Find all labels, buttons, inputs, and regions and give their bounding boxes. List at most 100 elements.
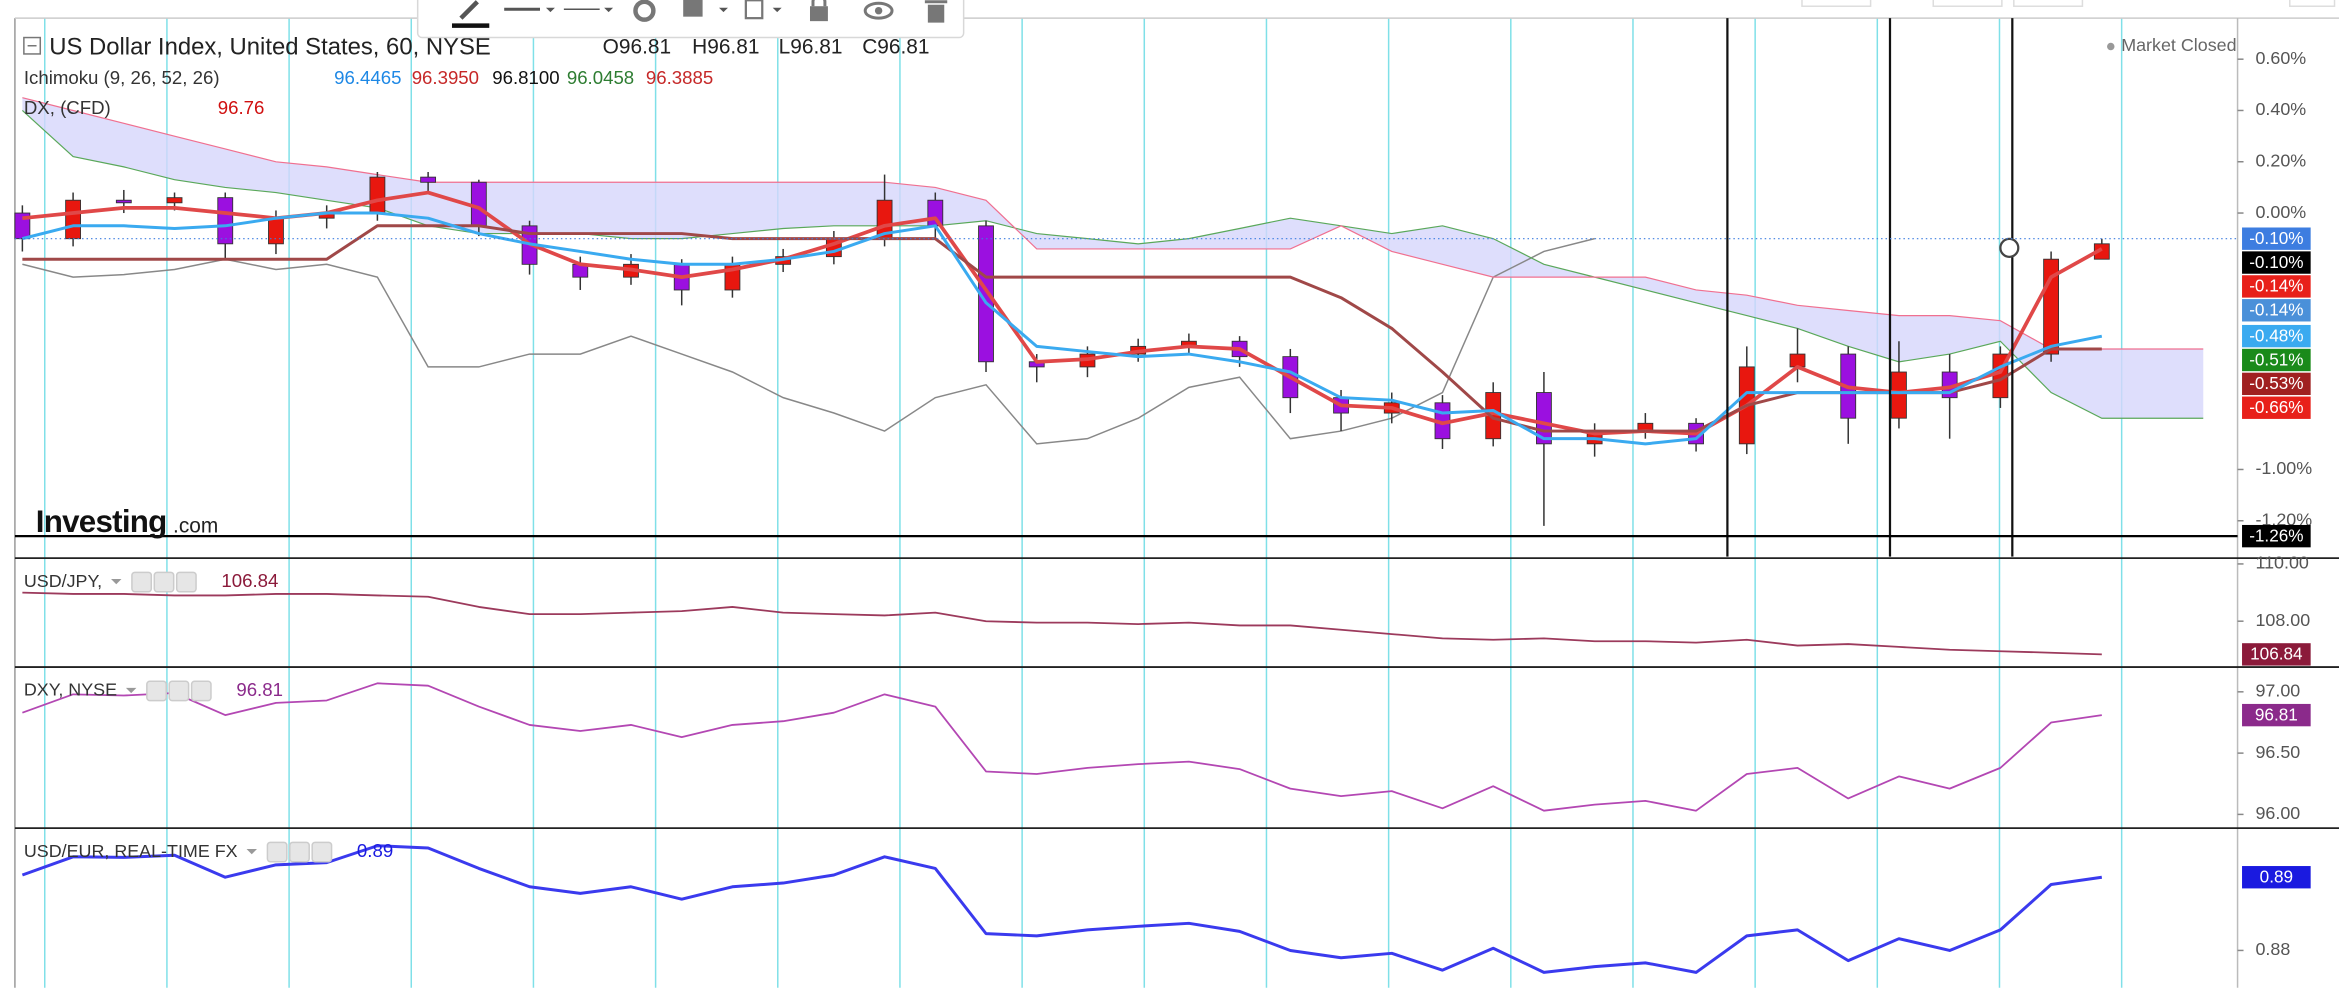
pane-button[interactable] xyxy=(146,680,167,702)
y-tick-label: 0.00% xyxy=(2255,202,2306,222)
indicator-value: 96.3885 xyxy=(646,67,713,88)
price-badge xyxy=(2242,524,2311,548)
tool-line-style[interactable] xyxy=(563,7,614,13)
pane-title: USD/EUR, REAL-TIME FX xyxy=(24,841,238,861)
overlay-name: DX, (CFD) xyxy=(24,97,111,118)
plot-layer xyxy=(14,18,2244,974)
price-badge-label: -0.66% xyxy=(2249,397,2303,417)
y-tick-label: -1.20% xyxy=(2255,509,2312,529)
pane-button[interactable] xyxy=(175,571,197,593)
top-tab[interactable] xyxy=(1801,0,1872,7)
price-badge xyxy=(2242,866,2311,889)
tool-lock[interactable] xyxy=(809,0,828,22)
y-tick-label: 110.00 xyxy=(2255,553,2308,573)
line xyxy=(22,190,2103,436)
price-badge xyxy=(2242,643,2311,666)
tool-copy[interactable] xyxy=(744,0,782,20)
price-badge xyxy=(2242,372,2311,396)
marker-circle xyxy=(1999,237,2020,258)
line xyxy=(22,224,2102,433)
y-tick-label: -1.00% xyxy=(2255,458,2312,478)
candle-body xyxy=(1891,371,1907,419)
pane-last-value: 106.84 xyxy=(221,570,278,591)
candle-body xyxy=(1789,353,1806,368)
price-badge-label: -0.53% xyxy=(2249,373,2303,393)
tool-clone[interactable] xyxy=(683,0,728,17)
pane-button[interactable] xyxy=(153,571,175,593)
pane-last-value: 0.89 xyxy=(357,840,393,861)
ohlc-low: L96.81 xyxy=(779,36,843,59)
price-badge xyxy=(2242,251,2311,274)
price-badge xyxy=(2242,299,2311,322)
ohlc-high: H96.81 xyxy=(692,36,759,59)
tool-visibility[interactable] xyxy=(863,1,894,20)
line xyxy=(21,844,2103,974)
status-dot xyxy=(2107,42,2115,51)
price-badge-label: 96.81 xyxy=(2255,704,2298,724)
line xyxy=(21,110,2204,419)
pane-button[interactable] xyxy=(311,841,333,863)
pane-button[interactable] xyxy=(289,841,310,863)
ohlc-open: O96.81 xyxy=(603,36,671,59)
y-tick-label: 97.00 xyxy=(2255,681,2300,701)
y-tick-label: 0.40% xyxy=(2255,99,2306,119)
price-badge-label: -0.10% xyxy=(2249,228,2303,248)
pane-button[interactable] xyxy=(266,841,288,863)
logo: Investing xyxy=(36,504,167,539)
price-badge-label: -0.48% xyxy=(2249,325,2303,345)
market-status: Market Closed xyxy=(2121,35,2236,55)
y-tick-label: 0.20% xyxy=(2255,150,2306,170)
foreground-layer: US Dollar Index, United States, 60, NYSE… xyxy=(23,0,2336,959)
line xyxy=(22,237,1595,445)
y-tick-label: 0.88 xyxy=(2255,939,2290,959)
pane-title: USD/JPY, xyxy=(24,571,102,591)
top-tab[interactable] xyxy=(1932,0,2003,7)
indicator-value: 96.8100 xyxy=(492,67,559,88)
toolbar xyxy=(416,0,965,39)
collapse-icon[interactable] xyxy=(23,36,42,55)
chart-title: US Dollar Index, United States, 60, NYSE xyxy=(49,33,491,60)
tool-delete[interactable] xyxy=(924,0,948,23)
line xyxy=(22,591,2102,656)
y-tick-label: 108.00 xyxy=(2255,610,2310,630)
line xyxy=(22,682,2102,812)
candle-body xyxy=(65,199,81,240)
pane-menu-caret xyxy=(125,687,137,694)
indicator-value: 96.3950 xyxy=(412,67,479,88)
candle-body xyxy=(268,217,284,245)
indicator-name: Ichimoku (9, 26, 52, 26) xyxy=(24,67,220,88)
tool-pencil[interactable] xyxy=(451,0,490,28)
pane-button[interactable] xyxy=(190,680,212,702)
price-badge xyxy=(2242,396,2311,419)
top-tab[interactable] xyxy=(2289,0,2336,7)
tool-settings[interactable] xyxy=(633,0,656,22)
line xyxy=(22,211,2103,446)
price-badge xyxy=(2242,348,2311,372)
price-badge-label: 0.89 xyxy=(2260,867,2293,887)
price-badge-label: -0.14% xyxy=(2249,276,2303,296)
pane-menu-caret xyxy=(246,849,257,855)
candle-body xyxy=(420,176,437,183)
y-tick-label: 96.00 xyxy=(2255,803,2300,823)
background-layer xyxy=(14,17,2339,988)
price-badge xyxy=(2242,703,2311,727)
tool-line[interactable] xyxy=(504,7,555,13)
candle-body xyxy=(166,197,183,204)
indicator-value: 96.0458 xyxy=(567,67,634,88)
top-tab[interactable] xyxy=(2013,0,2084,7)
pane-last-value: 96.81 xyxy=(236,679,283,700)
candle-body xyxy=(927,199,944,227)
pane-button[interactable] xyxy=(131,571,153,593)
pane-title: DXY, NYSE xyxy=(24,680,117,700)
price-badge-label: -0.14% xyxy=(2249,300,2303,320)
price-badge xyxy=(2242,324,2311,348)
pane-button[interactable] xyxy=(168,680,190,702)
pane-menu-caret xyxy=(111,579,122,585)
candle-body xyxy=(470,181,487,227)
price-badge-label: 106.84 xyxy=(2250,644,2303,664)
overlay-value: 96.76 xyxy=(218,97,265,118)
candle-body xyxy=(369,176,386,214)
logo-suffix: .com xyxy=(173,514,218,537)
